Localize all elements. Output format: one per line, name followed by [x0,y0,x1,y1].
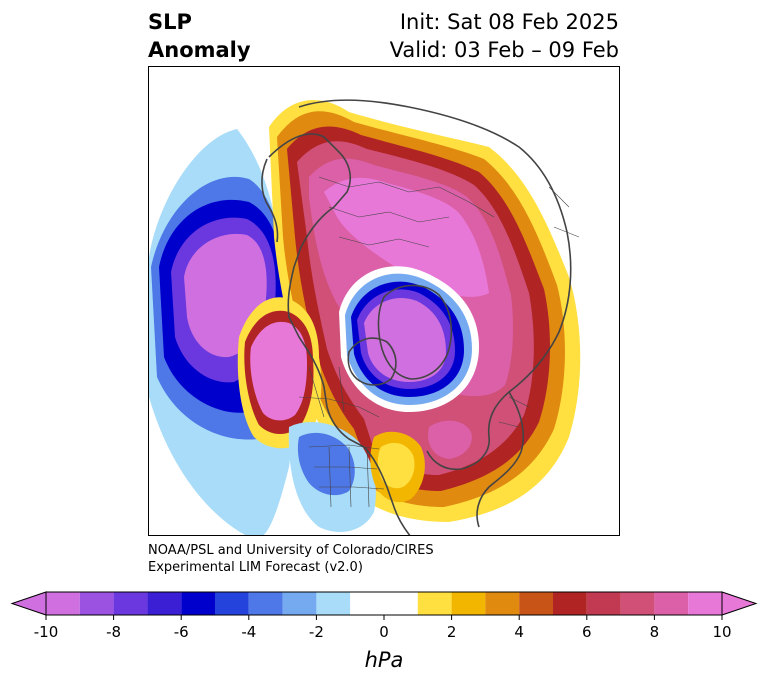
colorbar-tick-label: 10 [712,623,731,641]
colorbar-bin [350,592,418,615]
wna-high-core [250,321,307,421]
colorbar-bin [553,592,587,615]
colorbar-tick-label: -4 [241,623,256,641]
colorbar-bin [417,592,452,615]
country-borders-russia [318,176,495,248]
eurasia-coast [298,99,572,471]
atlantic-high-max [428,420,472,459]
europe-coast [476,391,525,528]
colorbar-bin [282,592,317,615]
east-us-positive-inner [377,442,415,489]
sw-us-low-core [297,432,355,496]
colorbar-bins [46,592,722,615]
colorbar: -10 -8 -6 -4 -2 0 2 4 6 8 10 [10,591,758,641]
colorbar-extend-low [10,591,47,616]
colorbar-bin [79,592,114,615]
colorbar-tick-label: -6 [174,623,189,641]
colorbar-bin [316,592,351,615]
colorbar-bin [181,592,215,615]
colorbar-bin [620,592,655,615]
valid-range: Valid: 03 Feb – 09 Feb [389,38,619,62]
map-title: SLP Anomaly [148,8,251,64]
title-line-1: SLP [148,10,192,34]
colorbar-bin [654,592,689,615]
credit-line-1: NOAA/PSL and University of Colorado/CIRE… [148,543,434,558]
alaska-coast [261,158,279,243]
colorbar-bin [519,592,553,615]
slp-anomaly-map [149,99,581,535]
anomaly-fill [149,100,581,535]
colorbar-unit-label: hPa [364,648,404,672]
colorbar-tick-label: 8 [650,623,660,641]
hudson-bay-coast [347,337,397,386]
greenland-low-core [364,297,446,382]
colorbar-extend-high [721,591,758,616]
map-panel [148,66,620,536]
colorbar-bin [113,592,148,615]
north-america-coast [268,133,411,535]
colorbar-ticks: -10 -8 -6 -4 -2 0 2 4 6 8 10 [34,615,732,641]
borders [298,176,580,508]
colorbar-bin [147,592,182,615]
credit-text: NOAA/PSL and University of Colorado/CIRE… [148,542,434,576]
colorbar-tick-label: 2 [447,623,457,641]
colorbar-bin [688,592,722,615]
colorbar-tick-label: 0 [379,623,389,641]
greenland-coast [377,284,453,380]
arctic-high-max [324,177,489,297]
colorbar-tick-label: -10 [34,623,59,641]
country-borders-europe [498,186,580,428]
colorbar-tick-label: 4 [514,623,524,641]
colorbar-bin [248,592,283,615]
colorbar-bin [46,592,80,615]
colorbar-bin [451,592,486,615]
title-line-2: Anomaly [148,38,251,62]
colorbar-tick-label: 6 [582,623,592,641]
coastlines [261,99,572,535]
forecast-dates: Init: Sat 08 Feb 2025 Valid: 03 Feb – 09… [390,8,619,64]
us-state-borders [308,444,385,508]
colorbar-bin [215,592,249,615]
credit-line-2: Experimental LIM Forecast (v2.0) [148,560,363,575]
colorbar-tick-label: -2 [309,623,324,641]
colorbar-bin [586,592,621,615]
colorbar-bin [485,592,520,615]
canada-borders [298,366,380,418]
init-date: Init: Sat 08 Feb 2025 [399,10,619,34]
colorbar-tick-label: -8 [106,623,121,641]
